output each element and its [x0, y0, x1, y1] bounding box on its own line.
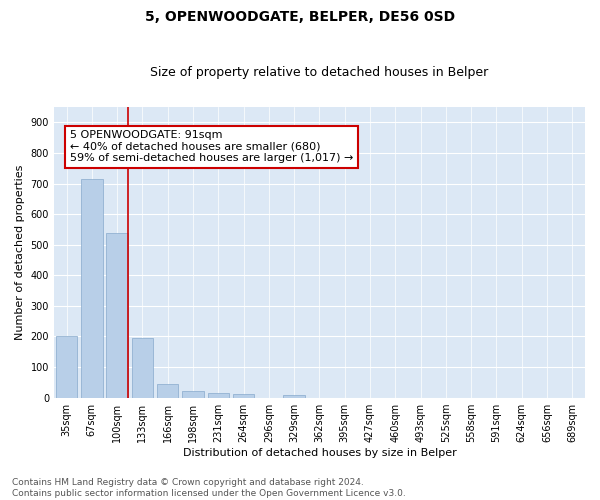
Bar [283, 395, 305, 398]
Bar [182, 392, 204, 398]
Bar [157, 384, 178, 398]
Bar [208, 393, 229, 398]
Text: Contains HM Land Registry data © Crown copyright and database right 2024.
Contai: Contains HM Land Registry data © Crown c… [12, 478, 406, 498]
Title: Size of property relative to detached houses in Belper: Size of property relative to detached ho… [151, 66, 488, 80]
Bar [106, 234, 128, 398]
Text: 5, OPENWOODGATE, BELPER, DE56 0SD: 5, OPENWOODGATE, BELPER, DE56 0SD [145, 10, 455, 24]
Bar [56, 336, 77, 398]
Bar [81, 179, 103, 398]
Y-axis label: Number of detached properties: Number of detached properties [15, 164, 25, 340]
Text: 5 OPENWOODGATE: 91sqm
← 40% of detached houses are smaller (680)
59% of semi-det: 5 OPENWOODGATE: 91sqm ← 40% of detached … [70, 130, 353, 164]
X-axis label: Distribution of detached houses by size in Belper: Distribution of detached houses by size … [182, 448, 457, 458]
Bar [233, 394, 254, 398]
Bar [131, 338, 153, 398]
